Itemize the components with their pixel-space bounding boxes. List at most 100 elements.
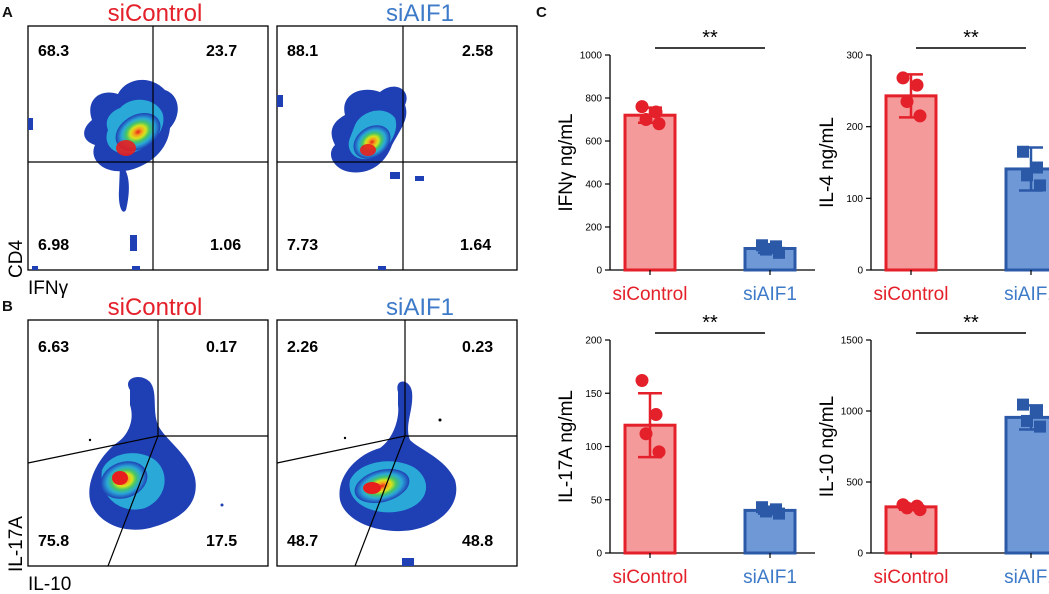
data-point — [1021, 414, 1033, 427]
panel-b-title-sicontrol: siControl — [107, 294, 203, 321]
panel-letter-a: A — [2, 4, 13, 21]
data-point — [652, 445, 666, 459]
y-tick-label: 500 — [846, 478, 863, 489]
bar-siControl — [884, 505, 938, 555]
gate-a-siaif1-bottom-left: 7.73 — [287, 237, 318, 254]
data-point — [773, 246, 785, 259]
category-label-siAIF1: siAIF1 — [1004, 284, 1049, 305]
significance-label: ** — [702, 27, 718, 49]
category-label-siControl: siControl — [613, 284, 688, 305]
panel-letter-c: C — [536, 4, 547, 21]
y-tick-label: 0 — [857, 549, 863, 560]
y-tick-label: 600 — [585, 137, 602, 148]
y-tick-label: 1500 — [841, 336, 864, 347]
y-tick-label: 0 — [596, 266, 602, 277]
data-point — [639, 113, 653, 126]
data-point — [760, 243, 772, 256]
bar-siControl — [623, 113, 677, 272]
y-tick-label: 100 — [846, 194, 863, 205]
y-tick-label: 1000 — [841, 407, 864, 418]
panel-a-x-marker: IFNγ — [28, 278, 69, 299]
y-tick-label: 200 — [585, 336, 602, 347]
category-label-siAIF1: siAIF1 — [743, 284, 797, 305]
significance-label: ** — [963, 27, 979, 49]
data-point — [1021, 169, 1033, 182]
gate-a-siaif1-bottom-right: 1.64 — [460, 237, 491, 254]
panel-b-y-marker: IL-17A — [6, 516, 27, 572]
y-tick-label: 150 — [585, 389, 602, 400]
data-point — [913, 109, 927, 123]
density-cloud — [88, 376, 224, 530]
flow-plot-a-siaif1 — [276, 25, 518, 271]
data-point — [900, 95, 914, 109]
data-point — [1017, 398, 1029, 411]
category-label-siAIF1: siAIF1 — [743, 567, 797, 588]
data-point — [896, 71, 910, 85]
gate-a-sicontrol-bottom-right: 1.06 — [210, 237, 241, 254]
gate-a-siaif1-top-left: 88.1 — [287, 43, 318, 60]
category-label-siControl: siControl — [874, 567, 949, 588]
y-tick-label: 1000 — [580, 51, 603, 62]
gate-a-sicontrol-bottom-left: 6.98 — [38, 237, 69, 254]
panel-a-title-sicontrol: siControl — [107, 0, 203, 27]
gate-b-sicontrol-bottom-left: 75.8 — [38, 533, 69, 550]
flow-plot-b-siaif1 — [276, 319, 518, 567]
data-point — [652, 117, 666, 131]
y-axis-label: IL-10 ng/mL — [817, 396, 838, 497]
data-point — [760, 505, 772, 518]
data-point — [913, 503, 927, 517]
data-point — [773, 507, 785, 520]
density-cloud — [339, 381, 457, 566]
category-label-siAIF1: siAIF1 — [1004, 567, 1049, 588]
bar-siAIF1 — [1004, 415, 1049, 555]
data-point — [910, 78, 924, 92]
data-point — [1034, 179, 1046, 192]
panel-b-title-siaif1: siAIF1 — [385, 294, 454, 321]
y-tick-label: 0 — [596, 549, 602, 560]
gate-a-sicontrol-top-left: 68.3 — [38, 43, 69, 60]
gate-b-siaif1-top-right: 0.23 — [462, 339, 493, 356]
flow-plot-b-sicontrol — [27, 319, 269, 567]
y-tick-label: 300 — [846, 51, 863, 62]
category-label-siControl: siControl — [874, 284, 949, 305]
data-point — [1017, 145, 1029, 158]
y-axis-label: IL-4 ng/mL — [817, 117, 838, 208]
y-tick-label: 100 — [585, 442, 602, 453]
data-point — [649, 408, 663, 422]
y-tick-label: 200 — [585, 223, 602, 234]
bar-siControl — [884, 94, 938, 272]
y-tick-label: 800 — [585, 94, 602, 105]
panel-b-x-marker: IL-10 — [28, 574, 71, 594]
gate-b-sicontrol-bottom-right: 17.5 — [206, 533, 237, 550]
gate-b-sicontrol-top-right: 0.17 — [206, 339, 237, 356]
y-tick-label: 200 — [846, 122, 863, 133]
panel-a-y-marker: CD4 — [6, 240, 27, 278]
gate-a-siaif1-top-right: 2.58 — [462, 43, 493, 60]
gate-b-siaif1-bottom-right: 48.8 — [462, 533, 493, 550]
y-axis-label: IL-17A ng/mL — [556, 390, 577, 503]
density-cloud — [277, 86, 424, 270]
gate-b-siaif1-bottom-left: 48.7 — [287, 533, 318, 550]
data-point — [1034, 420, 1046, 433]
data-point — [635, 373, 649, 387]
y-tick-label: 0 — [857, 266, 863, 277]
data-point — [635, 100, 649, 114]
data-point — [649, 105, 663, 119]
y-tick-label: 400 — [585, 180, 602, 191]
data-point — [900, 501, 914, 515]
data-point — [639, 427, 653, 441]
data-point — [1031, 406, 1043, 419]
significance-label: ** — [702, 312, 718, 334]
y-tick-label: 50 — [591, 495, 603, 506]
gate-a-sicontrol-top-right: 23.7 — [206, 43, 237, 60]
panel-letter-b: B — [2, 298, 13, 315]
gate-b-sicontrol-top-left: 6.63 — [38, 339, 69, 356]
flow-cytometry-plots: 68.3 23.7 6.98 1.06 88.1 2.58 7.73 1.64 — [6, 25, 518, 594]
flow-plot-a-sicontrol — [27, 25, 269, 271]
y-axis-label: IFNγ ng/mL — [556, 113, 577, 211]
significance-label: ** — [963, 312, 979, 334]
panel-a-title-siaif1: siAIF1 — [385, 0, 454, 27]
category-label-siControl: siControl — [613, 567, 688, 588]
density-cloud — [28, 79, 178, 270]
